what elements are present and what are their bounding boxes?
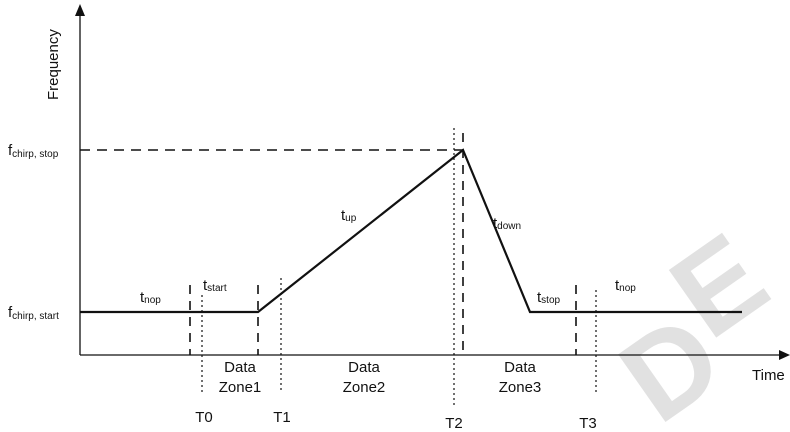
t-down-label: tdown (493, 215, 521, 232)
data-zone-2-line2: Zone2 (343, 379, 386, 396)
time-marker-t3: T3 (579, 415, 597, 432)
t-nop-left-label: tnop (140, 289, 161, 306)
y-axis-label: Frequency (45, 29, 62, 100)
t-stop-label: tstop (537, 289, 561, 306)
f-chirp-stop-label: fchirp, stop (8, 142, 59, 160)
data-zone-2-line1: Data (348, 359, 380, 376)
dashed-markers (189, 133, 577, 355)
time-marker-t1: T1 (273, 409, 291, 426)
chirp-profile-line (80, 148, 742, 314)
data-zone-3-line1: Data (504, 359, 536, 376)
t-nop-right-label: tnop (615, 277, 636, 294)
x-axis-label: Time (752, 367, 785, 384)
data-zone-1: Data Zone1 (219, 359, 262, 396)
t-up-label: tup (341, 207, 357, 224)
watermark: D E (597, 208, 790, 432)
f-chirp-start-label: fchirp, start (8, 304, 59, 322)
time-marker-t2: T2 (445, 415, 463, 432)
data-zone-3: Data Zone3 (499, 359, 542, 396)
data-zone-2: Data Zone2 (343, 359, 386, 396)
data-zone-1-line1: Data (224, 359, 256, 376)
t-start-label: tstart (203, 277, 227, 294)
dotted-markers (201, 128, 597, 405)
data-zone-1-line2: Zone1 (219, 379, 262, 396)
y-axis-arrow (75, 4, 85, 16)
x-axis-arrow (779, 350, 790, 360)
data-zone-3-line2: Zone3 (499, 379, 542, 396)
time-marker-t0: T0 (195, 409, 213, 426)
axes: Frequency Time (45, 4, 790, 384)
